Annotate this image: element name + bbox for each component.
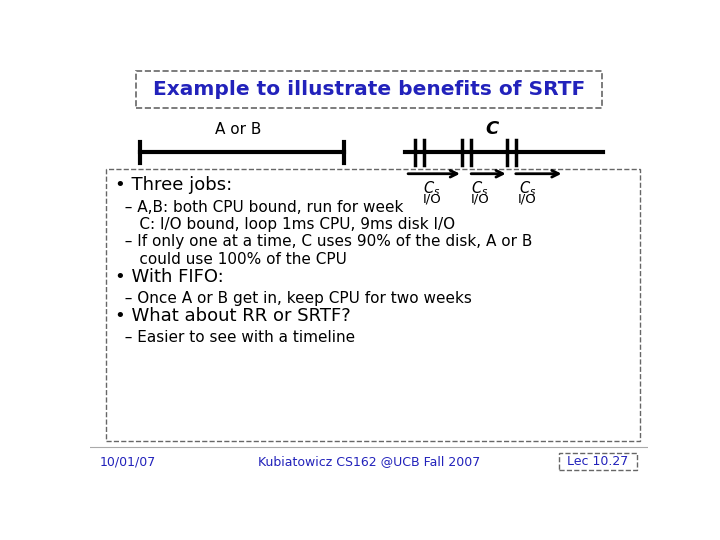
- Text: I/O: I/O: [518, 192, 537, 205]
- Text: Example to illustrate benefits of SRTF: Example to illustrate benefits of SRTF: [153, 80, 585, 99]
- Bar: [136, 71, 602, 109]
- Text: $C_s$: $C_s$: [519, 179, 536, 198]
- Text: – A,B: both CPU bound, run for week: – A,B: both CPU bound, run for week: [115, 199, 403, 214]
- Text: $C_s$: $C_s$: [472, 179, 489, 198]
- Text: A or B: A or B: [215, 122, 261, 137]
- Text: C: C: [485, 120, 498, 138]
- Bar: [106, 168, 639, 441]
- Text: C: I/O bound, loop 1ms CPU, 9ms disk I/O: C: I/O bound, loop 1ms CPU, 9ms disk I/O: [115, 217, 455, 232]
- Text: • With FIFO:: • With FIFO:: [115, 268, 224, 286]
- Text: I/O: I/O: [423, 192, 441, 205]
- Text: • What about RR or SRTF?: • What about RR or SRTF?: [115, 307, 351, 325]
- Text: – If only one at a time, C uses 90% of the disk, A or B: – If only one at a time, C uses 90% of t…: [115, 234, 533, 249]
- Text: Kubiatowicz CS162 @UCB Fall 2007: Kubiatowicz CS162 @UCB Fall 2007: [258, 455, 480, 468]
- Text: – Once A or B get in, keep CPU for two weeks: – Once A or B get in, keep CPU for two w…: [115, 291, 472, 306]
- Text: Lec 10.27: Lec 10.27: [567, 455, 629, 468]
- Text: 10/01/07: 10/01/07: [100, 455, 156, 468]
- Bar: [559, 453, 637, 470]
- Text: could use 100% of the CPU: could use 100% of the CPU: [115, 252, 347, 267]
- Text: • Three jobs:: • Three jobs:: [115, 177, 233, 194]
- Text: $C_s$: $C_s$: [423, 179, 441, 198]
- Text: I/O: I/O: [471, 192, 490, 205]
- Text: – Easier to see with a timeline: – Easier to see with a timeline: [115, 330, 355, 345]
